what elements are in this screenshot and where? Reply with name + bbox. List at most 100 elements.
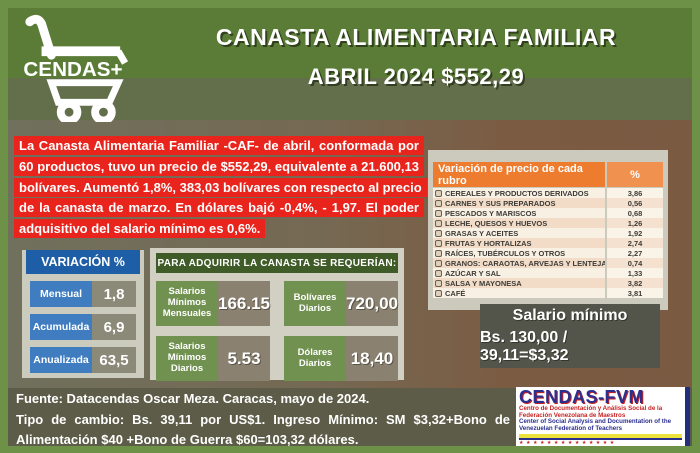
minimum-wage-title: Salario mínimo: [512, 307, 628, 324]
rubro-value: 1,26: [607, 218, 663, 228]
variation-label: Anualizada: [30, 347, 92, 373]
summary-text: La Canasta Alimentaria Familiar -CAF- de…: [14, 136, 427, 239]
fruit-icon: [435, 239, 442, 247]
acquire-panel: PARA ADQUIRIR LA CANASTA SE REQUERÍAN: S…: [150, 248, 404, 381]
rubros-header: Variación de precio de cada rubro %: [433, 162, 663, 187]
variation-value: 63,5: [99, 351, 129, 369]
acquire-label: Salarios Mínimos Diarios: [156, 336, 218, 381]
fish-icon: [435, 209, 442, 217]
rubro-row: GRASAS Y ACEITES 1,92: [433, 228, 663, 238]
variation-row: Mensual 1,8: [30, 281, 136, 307]
footer-source: Fuente: Datacendas Oscar Meza. Caracas, …: [16, 391, 370, 406]
header-titles: CANASTA ALIMENTARIA FAMILIAR ABRIL 2024 …: [140, 24, 692, 90]
meat-icon: [435, 199, 442, 207]
rubro-row: SALSA Y MAYONESA 3,82: [433, 278, 663, 288]
minimum-wage-value: Bs. 130,00 / 39,11=$3,32: [480, 329, 569, 364]
rubro-value: 3,86: [607, 188, 663, 198]
rubro-name: SALSA Y MAYONESA: [433, 278, 605, 288]
rubro-name: CARNES Y SUS PREPARADOS: [433, 198, 605, 208]
variation-label: Mensual: [30, 281, 92, 307]
rubros-header-pct: %: [607, 162, 663, 187]
rubro-name-text: CARNES Y SUS PREPARADOS: [445, 198, 556, 208]
rubros-panel: Variación de precio de cada rubro % CERE…: [428, 150, 668, 310]
rubros-header-label: Variación de precio de cada rubro: [433, 162, 605, 187]
rubro-row: RAÍCES, TUBÉRCULOS Y OTROS 2,27: [433, 248, 663, 258]
rubro-value: 3,82: [607, 278, 663, 288]
rubro-name: RAÍCES, TUBÉRCULOS Y OTROS: [433, 248, 605, 258]
rubro-row: CEREALES Y PRODUCTOS DERIVADOS 3,86: [433, 188, 663, 198]
rubro-name-text: CEREALES Y PRODUCTOS DERIVADOS: [445, 188, 589, 198]
rubro-row: PESCADOS Y MARISCOS 0,68: [433, 208, 663, 218]
logo-text: CENDAS+: [23, 58, 122, 81]
rubro-name-text: GRANOS: CARAOTAS, ARVEJAS Y LENTEJAS: [445, 258, 605, 268]
subtitle-band: [8, 78, 692, 120]
rubro-row: LECHE, QUESOS Y HUEVOS 1,26: [433, 218, 663, 228]
rubro-row: CARNES Y SUS PREPARADOS 0,56: [433, 198, 663, 208]
rubro-row: GRANOS: CARAOTAS, ARVEJAS Y LENTEJAS 0,7…: [433, 258, 663, 268]
acquire-value: 166.15: [218, 281, 270, 326]
acquire-label: Salarios Mínimos Mensuales: [156, 281, 218, 326]
acquire-value: 720,00: [346, 281, 398, 326]
rubro-name-text: LECHE, QUESOS Y HUEVOS: [445, 218, 548, 228]
acquire-title: PARA ADQUIRIR LA CANASTA SE REQUERÍAN:: [156, 253, 398, 273]
shopping-cart-logo-icon: CENDAS+: [23, 14, 129, 122]
variation-value: 6,9: [103, 318, 125, 336]
coffee-icon: [435, 289, 442, 297]
acquire-label: Dólares Diarios: [284, 336, 346, 381]
roots-icon: [435, 249, 442, 257]
rubro-name: GRANOS: CARAOTAS, ARVEJAS Y LENTEJAS: [433, 258, 605, 268]
rubro-name: LECHE, QUESOS Y HUEVOS: [433, 218, 605, 228]
cendas-fvm-logo: CENDAS-FVM Centro de Documentación y Aná…: [516, 387, 690, 446]
acquire-grid: Salarios Mínimos Mensuales 166.15 Bolíva…: [156, 281, 398, 381]
rubro-value: 2,74: [607, 238, 663, 248]
sugar-icon: [435, 269, 442, 277]
cendas-fvm-spanish-line: Centro de Documentación y Análisis Socia…: [519, 405, 663, 419]
acquire-label: Bolívares Diarios: [284, 281, 346, 326]
rubro-value: 0,74: [607, 258, 663, 268]
variation-label: Acumulada: [30, 314, 92, 340]
rubro-value: 1,33: [607, 268, 663, 278]
variation-title: VARIACIÓN %: [26, 250, 140, 274]
grains-icon: [435, 259, 442, 267]
footer: Fuente: Datacendas Oscar Meza. Caracas, …: [16, 391, 510, 449]
acquire-cell: Dólares Diarios 18,40: [284, 336, 398, 381]
rubro-value: 0,68: [607, 208, 663, 218]
variation-panel: VARIACIÓN % Mensual 1,8 Acumulada 6,9 An…: [22, 250, 144, 378]
rubro-name-text: FRUTAS Y HORTALIZAS: [445, 238, 532, 248]
rubro-name: CEREALES Y PRODUCTOS DERIVADOS: [433, 188, 605, 198]
rubro-value: 2,27: [607, 248, 663, 258]
acquire-cell: Salarios Mínimos Mensuales 166.15: [156, 281, 270, 326]
flag-stars: ★★★★★★★★★★★★★★: [519, 439, 617, 446]
minimum-wage-box: Salario mínimo Bs. 130,00 / 39,11=$3,32: [480, 304, 660, 368]
rubro-name-text: CAFÉ: [445, 288, 466, 298]
rubro-value: 0,56: [607, 198, 663, 208]
acquire-value: 18,40: [346, 336, 398, 381]
rubro-name: PESCADOS Y MARISCOS: [433, 208, 605, 218]
summary-paragraph: La Canasta Alimentaria Familiar -CAF- de…: [14, 136, 427, 240]
rubro-name: AZÚCAR Y SAL: [433, 268, 605, 278]
cendas-fvm-name: CENDAS-FVM: [519, 387, 644, 407]
rubro-value: 1,92: [607, 228, 663, 238]
rubro-name: GRASAS Y ACEITES: [433, 228, 605, 238]
page-title: CANASTA ALIMENTARIA FAMILIAR: [215, 24, 617, 50]
footer-exchange-note: Tipo de cambio: Bs. 39,11 por US$1. Ingr…: [16, 412, 510, 447]
oil-icon: [435, 229, 442, 237]
bread-icon: [435, 189, 442, 197]
variation-row: Anualizada 63,5: [30, 347, 136, 373]
rubro-name-text: AZÚCAR Y SAL: [445, 268, 501, 278]
rubro-name: FRUTAS Y HORTALIZAS: [433, 238, 605, 248]
rubro-row: FRUTAS Y HORTALIZAS 2,74: [433, 238, 663, 248]
rubro-row: AZÚCAR Y SAL 1,33: [433, 268, 663, 278]
cendas-fvm-english-line: Center of Social Analysis and Documentat…: [519, 418, 672, 433]
rubro-name-text: PESCADOS Y MARISCOS: [445, 208, 537, 218]
acquire-value: 5.53: [218, 336, 270, 381]
sauce-icon: [435, 279, 442, 287]
variation-value: 1,8: [103, 285, 125, 303]
acquire-cell: Bolívares Diarios 720,00: [284, 281, 398, 326]
page-subtitle: ABRIL 2024 $552,29: [307, 64, 525, 89]
variation-row: Acumulada 6,9: [30, 314, 136, 340]
milk-icon: [435, 219, 442, 227]
acquire-cell: Salarios Mínimos Diarios 5.53: [156, 336, 270, 381]
rubro-value: 3,81: [607, 288, 663, 298]
